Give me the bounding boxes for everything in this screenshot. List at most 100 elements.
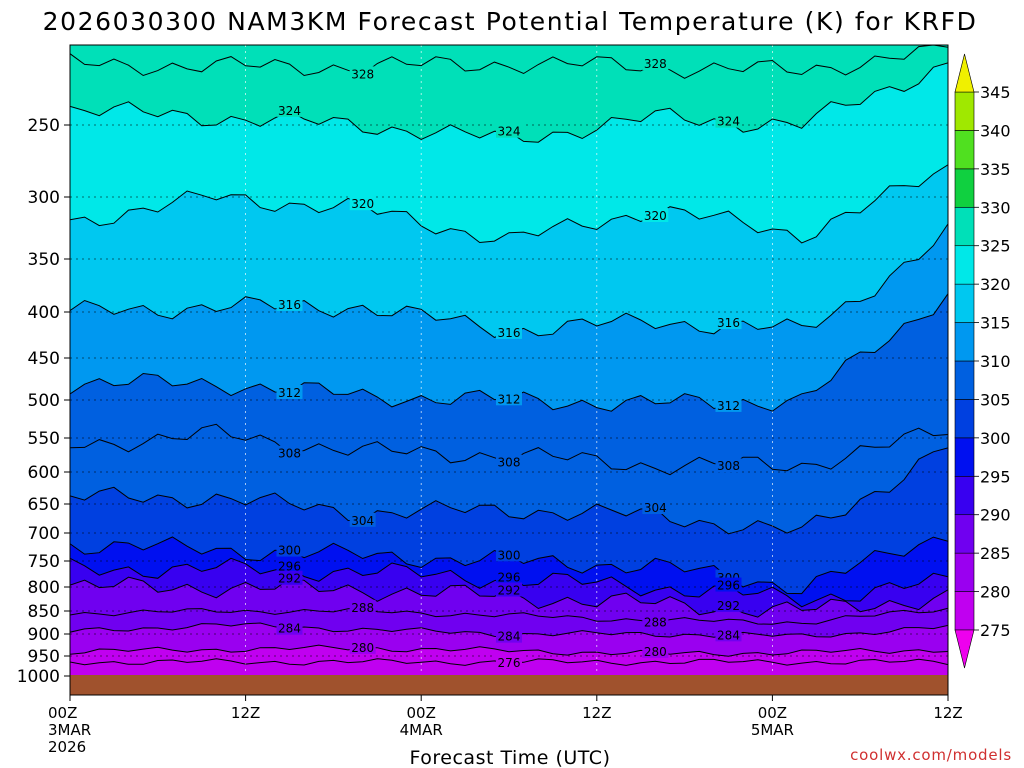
contour-label-bg	[349, 66, 376, 81]
x-tick-label: 00Z	[407, 704, 436, 722]
contour-label: 296	[498, 570, 521, 584]
colorbar-segment	[954, 130, 975, 170]
contour-label-bg	[715, 397, 742, 412]
colorbar-segment	[954, 591, 975, 631]
x-axis-label: Forecast Time (UTC)	[410, 747, 611, 768]
y-tick-label: 650	[28, 495, 60, 515]
colorbar-label: 315	[980, 314, 1011, 333]
contour-label-bg	[496, 628, 522, 643]
contour-label-bg	[715, 597, 742, 612]
colorbar-segment	[954, 552, 975, 592]
colorbar-label: 280	[980, 583, 1011, 602]
contour-label-bg	[276, 542, 303, 557]
contour-label: 284	[498, 630, 521, 644]
band-320	[70, 62, 948, 243]
x-tick-label: 12Z	[582, 704, 611, 722]
colorbar-label: 295	[980, 467, 1011, 486]
x-tick-label: 4MAR	[400, 721, 443, 739]
y-tick-label: 450	[28, 349, 60, 369]
x-tick-label: 12Z	[231, 704, 260, 722]
contour-label: 276	[498, 656, 521, 670]
contour-label-bg	[276, 558, 303, 573]
contour-label: 292	[278, 572, 301, 586]
contour-label-bg	[349, 639, 376, 654]
colorbar-label: 285	[980, 544, 1011, 563]
colorbar: 275 280 285 290 295 300 305 310 315 320 325 330 335 3…	[954, 53, 1011, 669]
contour-label-bg	[496, 454, 522, 469]
colorbar-label: 320	[980, 275, 1011, 294]
contour-320	[70, 164, 948, 244]
contour-label: 284	[278, 622, 301, 636]
contour-304	[70, 447, 948, 535]
y-tick-label: 550	[28, 429, 60, 449]
band-300	[70, 447, 948, 594]
contour-label: 300	[278, 544, 301, 558]
contour-label: 292	[717, 599, 740, 613]
contour-label: 312	[498, 392, 521, 406]
band-304	[70, 424, 948, 534]
contour-label-bg	[349, 196, 376, 211]
x-tick-label: 00Z	[758, 704, 787, 722]
contour-label-bg	[496, 324, 522, 339]
contour-328	[70, 45, 948, 79]
colorbar-segment	[954, 322, 975, 362]
contour-label-bg	[349, 512, 376, 527]
contour-label: 296	[717, 579, 740, 593]
x-tick-label: 2026	[48, 738, 86, 756]
contour-label-bg	[642, 614, 669, 629]
contour-label: 296	[278, 559, 301, 573]
contour-label-bg	[715, 627, 742, 642]
y-tick-label: 900	[28, 625, 60, 645]
contour-label: 320	[644, 209, 667, 223]
contour-label: 304	[351, 514, 374, 528]
contour-288	[70, 607, 948, 625]
colorbar-top-arrow	[954, 53, 975, 93]
y-tick-label: 1000	[17, 667, 60, 687]
colorbar-label: 335	[980, 160, 1011, 179]
contour-label: 328	[351, 67, 374, 81]
contour-label-bg	[715, 458, 742, 473]
contour-label-bg	[496, 655, 522, 670]
colorbar-segment	[954, 514, 975, 554]
band-308	[70, 293, 948, 475]
colorbar-segment	[954, 283, 975, 323]
contour-label-bg	[496, 569, 522, 584]
contour-label: 328	[644, 57, 667, 71]
colorbar-label: 300	[980, 429, 1011, 448]
colorbar-label: 310	[980, 352, 1011, 371]
contour-label-bg	[642, 500, 669, 515]
colorbar-label: 290	[980, 506, 1011, 525]
x-tick-label: 00Z	[48, 704, 77, 722]
y-tick-label: 700	[28, 524, 60, 544]
contour-label-bg	[642, 643, 669, 658]
y-tick-label: 400	[28, 303, 60, 323]
contour-label: 280	[644, 645, 667, 659]
y-tick-label: 750	[28, 552, 60, 572]
y-tick-label: 250	[28, 116, 60, 136]
contour-label-bg	[349, 599, 376, 614]
contour-label-bg	[496, 123, 522, 138]
contour-label: 288	[644, 615, 667, 629]
x-tick-label: 12Z	[933, 704, 962, 722]
contour-label-bg	[642, 56, 669, 71]
contour-label: 292	[498, 583, 521, 597]
band-288	[70, 577, 948, 625]
x-tick-label: 5MAR	[751, 721, 794, 739]
contour-label: 280	[351, 641, 374, 655]
contour-label: 308	[498, 456, 521, 470]
contour-label: 308	[717, 459, 740, 473]
contour-label-bg	[715, 113, 742, 128]
colorbar-segment	[954, 206, 975, 247]
contour-label-bg	[276, 445, 303, 460]
contour-label-bg	[715, 315, 742, 330]
contour-label-bg	[276, 570, 303, 585]
contour-label: 308	[278, 447, 301, 461]
colorbar-segment	[954, 91, 975, 131]
colorbar-segment	[954, 437, 975, 477]
band-316	[70, 164, 948, 338]
contour-label: 324	[498, 125, 521, 139]
plot-area	[70, 45, 948, 695]
contour-label: 324	[278, 104, 301, 118]
y-tick-label: 500	[28, 391, 60, 411]
